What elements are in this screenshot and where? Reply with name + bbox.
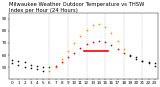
Point [104,41,106,42]
Point [153,63,156,64]
Point [141,60,144,62]
Point [73,42,76,44]
Point [147,62,150,63]
Point [30,64,32,65]
Point [54,66,57,68]
Point [42,66,44,68]
Point [92,41,94,42]
Point [110,45,113,46]
Point [85,44,88,45]
Point [147,63,150,64]
Point [42,70,44,71]
Point [30,68,32,69]
Point [23,62,26,63]
Point [141,60,144,62]
Point [116,48,119,50]
Point [92,24,94,26]
Point [60,62,63,63]
Point [79,47,82,48]
Point [98,23,100,24]
Point [153,65,156,67]
Point [48,66,51,68]
Point [36,65,38,67]
Point [67,51,69,52]
Point [129,56,131,57]
Point [123,52,125,53]
Point [129,54,131,56]
Point [54,65,57,67]
Point [17,60,20,62]
Point [60,58,63,59]
Point [17,64,20,65]
Point [85,29,88,30]
Point [110,33,113,34]
Text: Milwaukee Weather Outdoor Temperature vs THSW Index per Hour (24 Hours): Milwaukee Weather Outdoor Temperature vs… [9,2,144,13]
Point [36,69,38,70]
Point [135,57,137,58]
Point [11,59,13,61]
Point [73,52,76,53]
Point [67,57,69,58]
Point [11,63,13,64]
Point [104,27,106,28]
Point [98,40,100,41]
Point [116,40,119,41]
Point [79,35,82,36]
Point [123,48,125,50]
Point [135,58,137,59]
Point [48,70,51,71]
Point [23,66,26,68]
